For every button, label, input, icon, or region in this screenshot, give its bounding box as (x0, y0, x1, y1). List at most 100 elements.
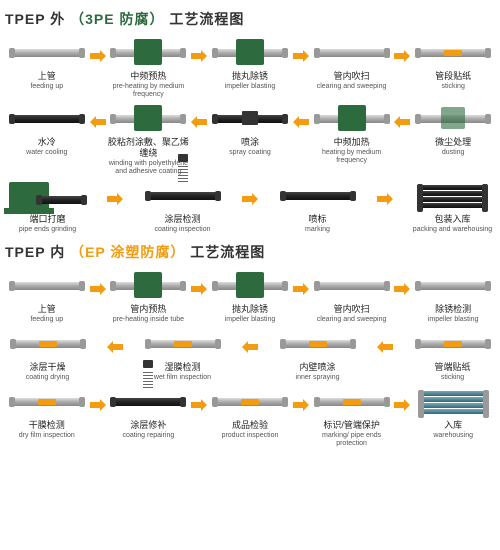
step-icon (109, 270, 187, 302)
arrow-left-icon (89, 115, 107, 129)
step-label-en: water cooling (26, 149, 67, 157)
flow-step: 成品检验product inspection (208, 386, 292, 440)
pipe-icon (317, 282, 387, 290)
flow-step: 干膜检测dry film inspection (5, 386, 89, 440)
step-icon (313, 386, 391, 418)
step-label-en: packing and warehousing (413, 226, 492, 234)
step-label-cn: 抛丸除锈 (232, 304, 268, 315)
arrow-right-icon (241, 192, 259, 206)
step-icon (109, 37, 187, 69)
step-label-cn: 成品检验 (232, 420, 268, 431)
step-label-cn: 喷标 (308, 214, 326, 225)
arrow-right-icon (393, 282, 411, 296)
flow-step: 上管feeding up (5, 37, 89, 91)
flow-step: 中频预热pre-heating by medium frequency (107, 37, 191, 99)
pipe-icon (317, 49, 387, 57)
title-part: （3PE 防腐） (70, 11, 164, 27)
flow-step: 除锈检测impeller blasting (411, 270, 495, 324)
step-label-en: sticking (442, 83, 465, 91)
arrow-right-icon (190, 398, 208, 412)
step-label-en: coating drying (26, 374, 70, 382)
step-icon (414, 270, 492, 302)
step-label-cn: 中频预热 (130, 71, 166, 82)
step-icon (144, 328, 222, 360)
step-label-en: clearing and sweeping (317, 316, 387, 324)
step-label-en: marking (305, 226, 330, 234)
flow-row: 水冷water cooling胶粘剂涂敷、聚乙烯缠绕winding with p… (5, 103, 495, 176)
arrow-left-icon (241, 340, 259, 354)
section1-flow: 上管feeding up 中频预热pre-heating by medium fr… (5, 37, 495, 234)
step-label-en: marking/ pipe ends protection (310, 432, 394, 448)
step-icon (414, 37, 492, 69)
flow-step: 标识/管端保护marking/ pipe ends protection (310, 386, 394, 448)
step-label-en: pipe ends grinding (19, 226, 76, 234)
flow-step: 入库warehousing (411, 386, 495, 440)
step-label-cn: 端口打磨 (29, 214, 65, 225)
step-label-en: sticking (441, 374, 464, 382)
step-label-cn: 管端贴纸 (434, 362, 470, 373)
flow-step: 喷标marking (275, 180, 360, 234)
step-label-cn: 涂层修补 (130, 420, 166, 431)
step-label-en: feeding up (30, 316, 63, 324)
step-label-cn: 中频加热 (334, 137, 370, 148)
step-label-en: product inspection (222, 432, 279, 440)
flow-row: 端口打磨pipe ends grinding 涂层检测coating inspec… (5, 180, 495, 234)
step-label-en: heating by medium frequency (310, 149, 394, 165)
step-label-en: warehousing (433, 432, 473, 440)
flow-step: 上管feeding up (5, 270, 89, 324)
step-label-en: dry film inspection (19, 432, 75, 440)
step-icon (414, 386, 492, 418)
flow-step: 端口打磨pipe ends grinding (5, 180, 90, 234)
step-label-cn: 干膜检测 (29, 420, 65, 431)
title-part: （EP 涂塑防腐） (70, 244, 185, 260)
step-icon (109, 386, 187, 418)
flow-step: 涂层修补coating repairing (107, 386, 191, 440)
step-icon (211, 270, 289, 302)
step-label-en: inner spraying (296, 374, 340, 382)
flow-step: 涂层检测coating inspection (140, 180, 225, 234)
flow-step: 管段贴纸sticking (411, 37, 495, 91)
arrow-right-icon (89, 49, 107, 63)
arrow-right-icon (292, 49, 310, 63)
step-label-cn: 标识/管端保护 (323, 420, 380, 431)
step-icon (211, 103, 289, 135)
step-label-cn: 涂层干燥 (29, 362, 65, 373)
step-icon (8, 103, 86, 135)
step-label-en: clearing and sweeping (317, 83, 387, 91)
step-icon (8, 37, 86, 69)
step-label-en: pre-heating inside tube (113, 316, 184, 324)
flow-step: 内壁喷涂inner spraying (275, 328, 360, 382)
arrow-left-icon (393, 115, 411, 129)
flow-step: 管内吹扫clearing and sweeping (310, 270, 394, 324)
step-icon (313, 270, 391, 302)
section1-title: TPEP 外 （3PE 防腐） 工艺流程图 (5, 9, 495, 29)
step-label-cn: 包装入库 (434, 214, 470, 225)
step-icon (8, 270, 86, 302)
step-label-cn: 涂层检测 (164, 214, 200, 225)
step-label-cn: 入库 (444, 420, 462, 431)
flow-step: 抛丸除锈impeller blasting (208, 37, 292, 91)
step-label-en: impeller blasting (225, 83, 276, 91)
flow-step: 管端贴纸sticking (410, 328, 495, 382)
step-label-cn: 上管 (38, 71, 56, 82)
step-icon (279, 328, 357, 360)
section-tpep-inner: TPEP 内 （EP 涂塑防腐） 工艺流程图 上管feeding up管内预热p… (5, 242, 495, 448)
title-part: TPEP 外 (5, 11, 65, 27)
arrow-right-icon (292, 282, 310, 296)
section-tpep-outer: TPEP 外 （3PE 防腐） 工艺流程图 上管feeding up 中频预热pr… (5, 9, 495, 234)
arrow-right-icon (89, 282, 107, 296)
step-icon (279, 180, 357, 212)
pipe-icon (12, 49, 82, 57)
step-label-en: pre-heating by medium frequency (107, 83, 191, 99)
step-icon (144, 180, 222, 212)
step-icon (9, 328, 87, 360)
step-icon (414, 180, 492, 212)
flow-row: 上管feeding up 中频预热pre-heating by medium fr… (5, 37, 495, 99)
flow-step: 涂层干燥coating drying (5, 328, 90, 382)
step-label-cn: 喷涂 (241, 137, 259, 148)
step-icon (211, 37, 289, 69)
flow-step: 喷涂spray coating (208, 103, 292, 157)
step-label-cn: 微尘处理 (435, 137, 471, 148)
step-label-cn: 除锈检测 (435, 304, 471, 315)
arrow-right-icon (106, 192, 124, 206)
